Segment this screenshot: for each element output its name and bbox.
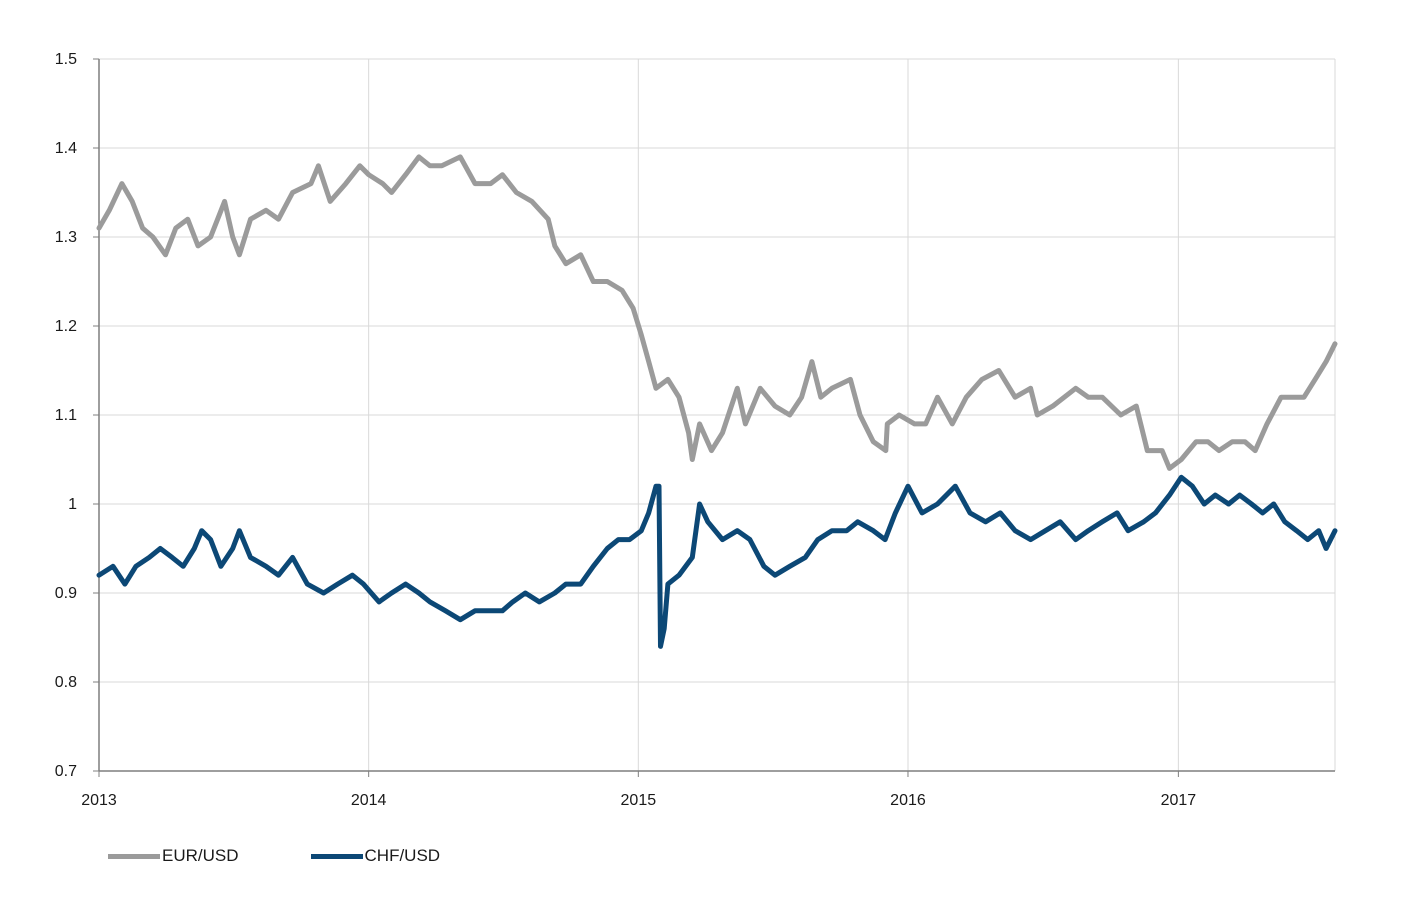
x-tick-label: 2017 (1161, 792, 1197, 809)
y-tick-label: 1.2 (55, 318, 77, 335)
legend-item-chf-usd: CHF/USD (310, 846, 441, 866)
legend-item-eur-usd: EUR/USD (108, 846, 239, 866)
legend-label-chf-usd: CHF/USD (364, 846, 441, 865)
x-tick-label: 2015 (621, 792, 657, 809)
line-chart: 0.7 0.8 0.9 1 1.1 1.2 1.3 1.4 1.5 2013 2014 2015 201… (55, 51, 1338, 809)
tick-labels-layer: 0.7 0.8 0.9 1 1.1 1.2 1.3 1.4 1.5 2013 2014 2015 201… (55, 51, 1197, 809)
legend-swatch-chf-usd (310, 853, 363, 859)
grid-layer (99, 58, 1336, 771)
series-line-eur-usd (96, 154, 1338, 471)
legend-label-eur-usd: EUR/USD (162, 846, 239, 865)
series-line-chf-usd (96, 474, 1338, 649)
y-tick-label: 0.9 (55, 585, 77, 602)
x-tick-label: 2016 (890, 792, 926, 809)
y-tick-label: 0.8 (55, 674, 77, 691)
y-tick-label: 1.1 (55, 407, 77, 424)
y-tick-label: 1 (68, 496, 77, 513)
y-tick-label: 1.4 (55, 140, 77, 157)
legend-swatch-eur-usd (108, 853, 160, 859)
x-tick-label: 2013 (81, 792, 117, 809)
y-tick-label: 1.3 (55, 229, 77, 246)
x-tick-label: 2014 (351, 792, 387, 809)
series-layer (96, 154, 1338, 649)
y-tick-label: 0.7 (55, 763, 77, 780)
axes-layer (93, 58, 1335, 777)
y-tick-label: 1.5 (55, 51, 77, 68)
chart-legend: EUR/USD CHF/USD (108, 846, 512, 866)
